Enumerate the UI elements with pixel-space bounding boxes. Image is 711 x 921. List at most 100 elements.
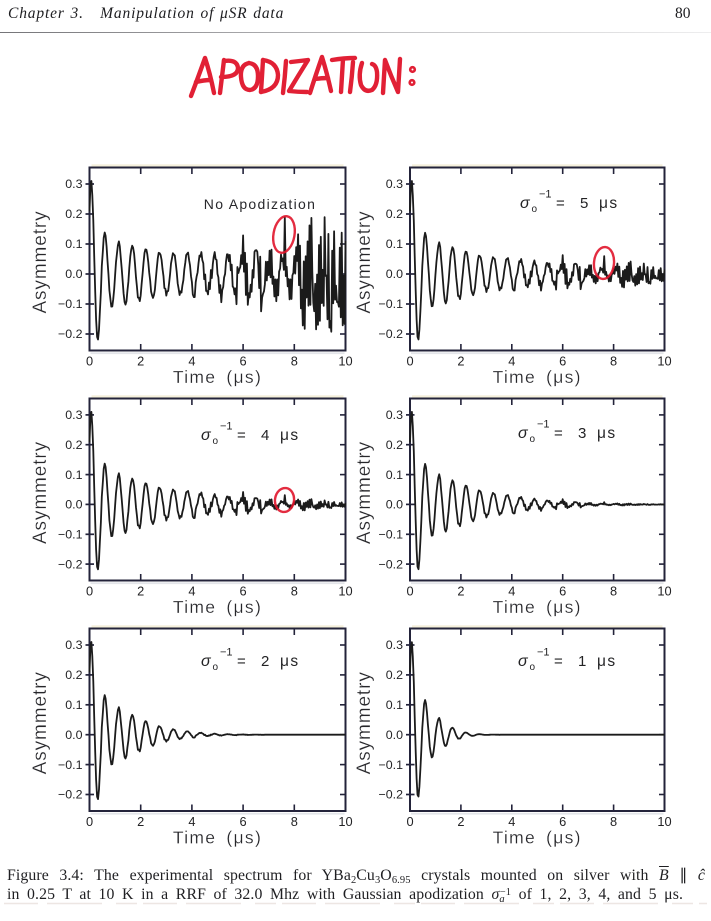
- svg-text:Asymmetry: Asymmetry: [30, 210, 51, 313]
- svg-text:=: =: [556, 195, 565, 212]
- svg-text:4: 4: [188, 814, 195, 829]
- svg-text:=: =: [554, 425, 563, 442]
- svg-text:0.2: 0.2: [65, 207, 82, 221]
- svg-text:μs: μs: [280, 427, 300, 444]
- svg-text:4: 4: [508, 814, 515, 829]
- svg-text:Time (μs): Time (μs): [173, 597, 262, 617]
- svg-text:2: 2: [137, 814, 144, 829]
- svg-text:σ: σ: [201, 427, 212, 444]
- svg-text:μs: μs: [280, 653, 300, 670]
- svg-text:0.0: 0.0: [386, 728, 403, 742]
- svg-text:o: o: [530, 434, 536, 445]
- svg-text:0.1: 0.1: [65, 698, 82, 712]
- svg-text:o: o: [530, 662, 536, 673]
- svg-text:10: 10: [338, 584, 352, 599]
- svg-text:0: 0: [406, 584, 413, 599]
- svg-text:0.0: 0.0: [65, 728, 82, 742]
- svg-text:−1: −1: [537, 647, 550, 659]
- svg-text:−0.1: −0.1: [379, 297, 404, 311]
- svg-text:0.1: 0.1: [65, 237, 82, 251]
- svg-text:−1: −1: [539, 189, 552, 201]
- svg-text:−0.1: −0.1: [58, 297, 83, 311]
- svg-text:Asymmetry: Asymmetry: [354, 441, 375, 544]
- svg-text:0.1: 0.1: [386, 698, 403, 712]
- svg-text:=: =: [554, 653, 563, 670]
- svg-text:Time (μs): Time (μs): [173, 367, 262, 387]
- svg-text:0.2: 0.2: [386, 438, 403, 452]
- svg-text:−0.1: −0.1: [58, 758, 83, 772]
- svg-text:2: 2: [137, 584, 144, 599]
- svg-text:σ: σ: [518, 425, 529, 442]
- svg-text:0.2: 0.2: [65, 668, 82, 682]
- svg-text:Asymmetry: Asymmetry: [30, 441, 51, 544]
- svg-text:Asymmetry: Asymmetry: [354, 671, 375, 774]
- svg-text:2: 2: [261, 653, 269, 670]
- svg-text:Time (μs): Time (μs): [493, 828, 582, 848]
- svg-text:−0.2: −0.2: [58, 327, 83, 341]
- svg-text:0.0: 0.0: [386, 267, 403, 281]
- svg-text:−0.2: −0.2: [58, 788, 83, 802]
- svg-text:−0.1: −0.1: [379, 528, 404, 542]
- svg-text:1: 1: [578, 653, 586, 670]
- svg-text:4: 4: [508, 354, 515, 369]
- svg-text:6: 6: [240, 814, 247, 829]
- svg-text:2: 2: [457, 814, 464, 829]
- svg-text:10: 10: [338, 354, 352, 369]
- svg-text:−1: −1: [537, 419, 550, 431]
- svg-text:5: 5: [580, 195, 588, 212]
- svg-text:0.2: 0.2: [386, 668, 403, 682]
- svg-text:−1: −1: [220, 647, 233, 659]
- svg-text:10: 10: [657, 814, 671, 829]
- svg-text:−0.2: −0.2: [379, 557, 404, 571]
- svg-text:8: 8: [610, 584, 617, 599]
- svg-text:−0.1: −0.1: [58, 528, 83, 542]
- svg-text:−0.1: −0.1: [379, 758, 404, 772]
- svg-text:Asymmetry: Asymmetry: [354, 210, 375, 313]
- svg-text:−0.2: −0.2: [379, 327, 404, 341]
- svg-text:0.2: 0.2: [65, 438, 82, 452]
- svg-text:8: 8: [610, 814, 617, 829]
- svg-text:6: 6: [559, 814, 566, 829]
- svg-text:−1: −1: [220, 421, 233, 433]
- svg-text:6: 6: [559, 584, 566, 599]
- svg-text:Time (μs): Time (μs): [173, 828, 262, 848]
- svg-text:0: 0: [86, 584, 93, 599]
- svg-text:o: o: [213, 436, 219, 447]
- svg-text:2: 2: [457, 584, 464, 599]
- svg-text:4: 4: [261, 427, 269, 444]
- svg-text:0.3: 0.3: [65, 177, 82, 191]
- svg-text:μs: μs: [597, 653, 617, 670]
- svg-text:8: 8: [291, 354, 298, 369]
- svg-text:0.1: 0.1: [386, 468, 403, 482]
- svg-text:6: 6: [240, 354, 247, 369]
- svg-text:0: 0: [406, 814, 413, 829]
- svg-text:8: 8: [291, 814, 298, 829]
- svg-text:σ: σ: [201, 653, 212, 670]
- svg-text:3: 3: [578, 425, 586, 442]
- svg-text:10: 10: [657, 584, 671, 599]
- svg-text:σ: σ: [518, 653, 529, 670]
- svg-text:0: 0: [86, 354, 93, 369]
- svg-text:o: o: [213, 662, 219, 673]
- svg-text:4: 4: [508, 584, 515, 599]
- svg-text:0.0: 0.0: [65, 267, 82, 281]
- svg-text:6: 6: [240, 584, 247, 599]
- svg-text:−0.2: −0.2: [379, 788, 404, 802]
- svg-text:0.3: 0.3: [65, 408, 82, 422]
- svg-text:0.3: 0.3: [386, 177, 403, 191]
- svg-text:0.3: 0.3: [65, 638, 82, 652]
- svg-text:0.2: 0.2: [386, 207, 403, 221]
- svg-text:0: 0: [406, 354, 413, 369]
- svg-text:4: 4: [188, 584, 195, 599]
- svg-text:10: 10: [338, 814, 352, 829]
- svg-text:0.3: 0.3: [386, 408, 403, 422]
- svg-text:2: 2: [137, 354, 144, 369]
- svg-text:4: 4: [188, 354, 195, 369]
- svg-text:=: =: [237, 427, 246, 444]
- svg-text:2: 2: [457, 354, 464, 369]
- svg-text:6: 6: [559, 354, 566, 369]
- svg-text:0.1: 0.1: [65, 468, 82, 482]
- svg-text:o: o: [532, 204, 538, 215]
- svg-text:Time (μs): Time (μs): [493, 597, 582, 617]
- svg-text:0.3: 0.3: [386, 638, 403, 652]
